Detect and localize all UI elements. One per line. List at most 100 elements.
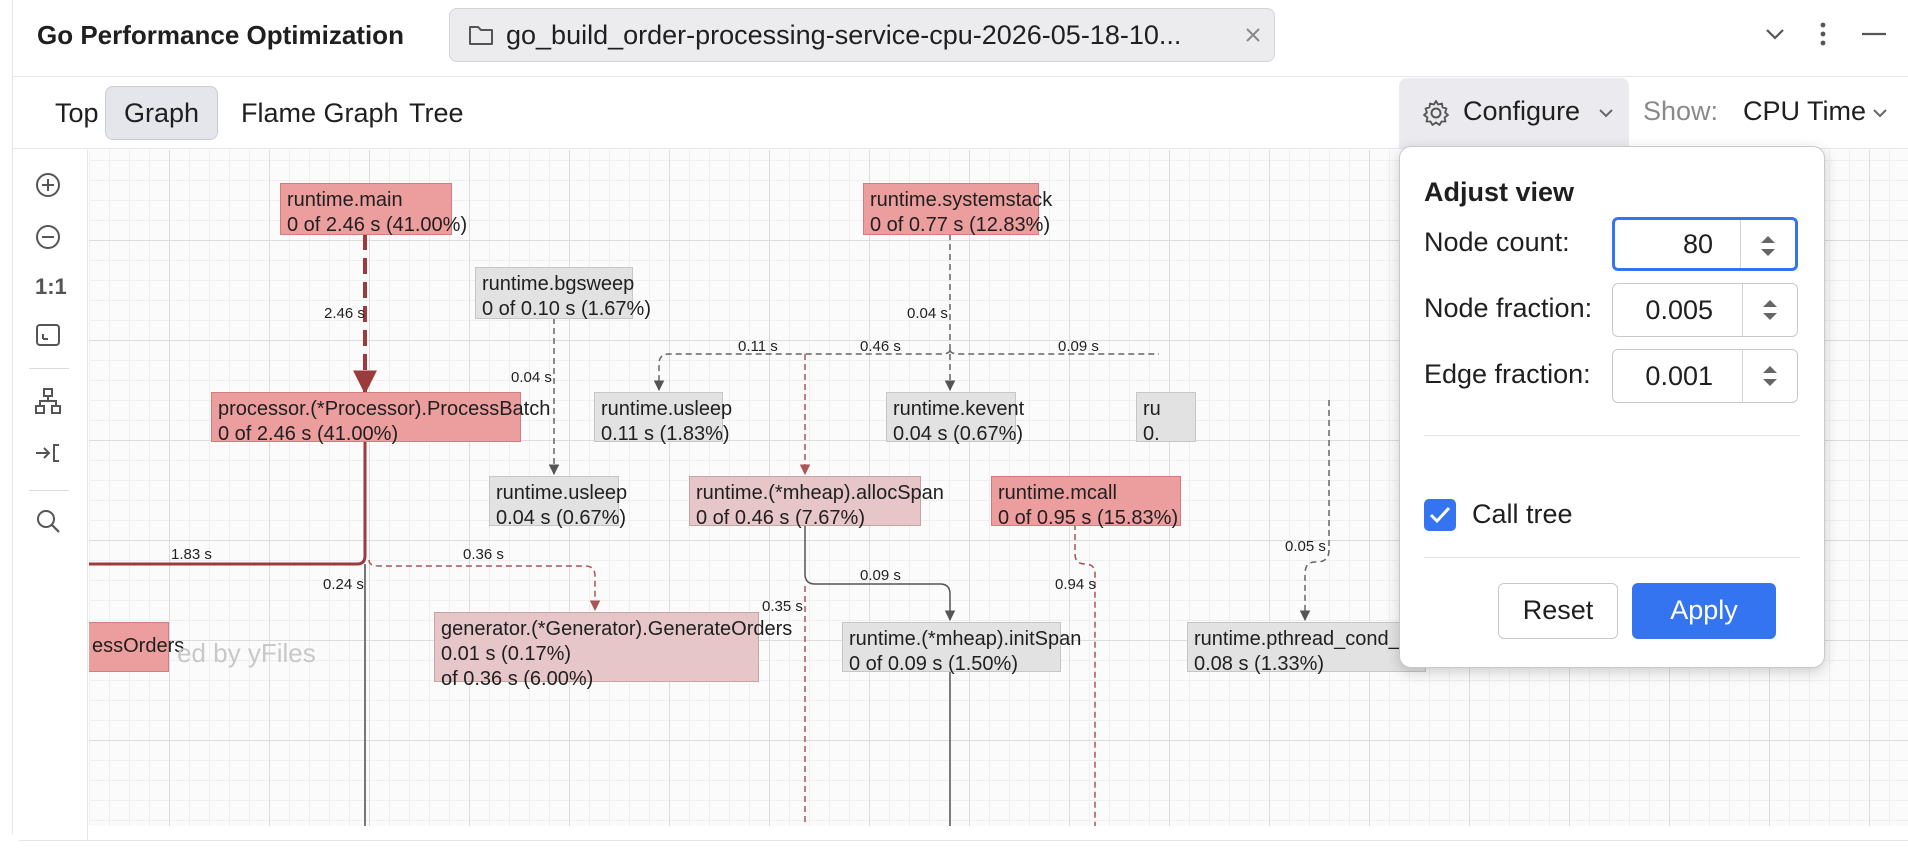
graph-node[interactable]: runtime.(*mheap).initSpan 0 of 0.09 s (1… bbox=[842, 622, 1082, 675]
node-stats: 0 of 0.77 s (12.83%) bbox=[870, 214, 1051, 236]
node-function-name: runtime.main bbox=[287, 189, 403, 211]
node-stats: 0.08 s (1.33%) bbox=[1194, 653, 1325, 675]
stepper-arrows-icon[interactable] bbox=[1742, 350, 1797, 402]
node-stats: 0.11 s (1.83%) bbox=[601, 423, 730, 445]
node-stats: 0 of 2.46 s (41.00%) bbox=[287, 214, 468, 236]
close-tab-icon[interactable] bbox=[1242, 24, 1264, 51]
edge-label: 0.09 s bbox=[1058, 338, 1099, 355]
edge-systemstack-right bbox=[949, 349, 1159, 355]
node-function-name: runtime.bgsweep bbox=[482, 273, 635, 295]
popup-divider bbox=[1424, 557, 1800, 558]
zoom-in-icon[interactable] bbox=[33, 170, 63, 205]
configure-button[interactable]: Configure bbox=[1399, 78, 1629, 148]
app-title: Go Performance Optimization bbox=[37, 20, 404, 50]
edge-processbatch-processorders bbox=[89, 440, 367, 566]
more-options-icon[interactable] bbox=[1809, 20, 1837, 53]
edge-label: 0.09 s bbox=[860, 567, 901, 584]
node-stats: 0. bbox=[1143, 423, 1160, 445]
edge-allocspan-initspan bbox=[804, 524, 956, 622]
toolbar-divider bbox=[29, 368, 69, 369]
edge-systemstack-usleep bbox=[653, 349, 951, 392]
tab-tree[interactable]: Tree bbox=[409, 98, 464, 128]
edge-label: 0.36 s bbox=[463, 546, 504, 563]
yfiles-watermark: ed by yFiles bbox=[177, 638, 316, 668]
node-function-name: runtime.pthread_cond_signal bbox=[1194, 628, 1452, 650]
reset-button[interactable]: Reset bbox=[1498, 583, 1618, 639]
search-icon[interactable] bbox=[33, 506, 63, 541]
chevron-down-icon[interactable] bbox=[1761, 20, 1789, 53]
folder-icon bbox=[468, 23, 494, 52]
node-count-input[interactable]: 80 bbox=[1682, 229, 1713, 259]
edge-label: 0.46 s bbox=[860, 338, 901, 355]
view-toolbar: Top Graph Flame Graph Tree Configure Sho… bbox=[13, 76, 1908, 149]
profile-file-tab[interactable]: go_build_order-processing-service-cpu-20… bbox=[449, 8, 1275, 62]
edge-label: 0.04 s bbox=[511, 369, 552, 386]
graph-node[interactable]: runtime.kevent 0.04 s (0.67%) bbox=[886, 392, 1025, 445]
node-function-name: essOrders bbox=[92, 635, 185, 657]
graph-node[interactable]: runtime.systemstack 0 of 0.77 s (12.83%) bbox=[863, 183, 1053, 236]
graph-node[interactable]: essOrders bbox=[89, 622, 185, 672]
zoom-out-icon[interactable] bbox=[33, 222, 63, 257]
graph-node[interactable]: ru 0. bbox=[1136, 392, 1196, 445]
node-function-name: runtime.mcall bbox=[998, 482, 1117, 504]
node-fraction-spinner[interactable]: 0.005 bbox=[1612, 283, 1798, 337]
navigate-to-source-icon[interactable] bbox=[33, 438, 63, 473]
apply-button[interactable]: Apply bbox=[1632, 583, 1776, 639]
hierarchy-layout-icon[interactable] bbox=[33, 386, 63, 421]
edge-label: 2.46 s bbox=[324, 305, 365, 322]
node-function-name: generator.(*Generator).GenerateOrders bbox=[441, 618, 793, 640]
graph-node[interactable]: processor.(*Processor).ProcessBatch 0 of… bbox=[211, 392, 550, 445]
show-metric-dropdown[interactable]: CPU Time bbox=[1743, 96, 1867, 126]
fit-content-icon[interactable] bbox=[33, 320, 63, 355]
edge-fraction-input[interactable]: 0.001 bbox=[1645, 361, 1713, 391]
call-tree-checkbox[interactable] bbox=[1424, 499, 1456, 531]
edge-label: 0.04 s bbox=[907, 305, 948, 322]
chevron-down-icon[interactable] bbox=[1871, 106, 1889, 125]
node-count-spinner[interactable]: 80 bbox=[1612, 217, 1798, 271]
title-bar: Go Performance Optimization go_build_ord… bbox=[13, 0, 1908, 77]
node-fraction-input[interactable]: 0.005 bbox=[1645, 295, 1713, 325]
stepper-arrows-icon[interactable] bbox=[1740, 220, 1795, 268]
configure-label: Configure bbox=[1463, 96, 1581, 126]
tab-flame-graph[interactable]: Flame Graph bbox=[241, 98, 399, 128]
edge-processbatch-generateorders bbox=[368, 559, 601, 612]
show-label: Show: bbox=[1643, 96, 1719, 126]
graph-node[interactable]: runtime.usleep 0.11 s (1.83%) bbox=[594, 392, 733, 445]
graph-tools-sidebar: 1:1 bbox=[13, 150, 88, 840]
node-stats: 0 of 0.09 s (1.50%) bbox=[849, 653, 1018, 675]
node-function-name: runtime.kevent bbox=[893, 398, 1025, 420]
node-function-name: runtime.systemstack bbox=[870, 189, 1053, 211]
node-count-label: Node count: bbox=[1424, 227, 1570, 257]
popup-divider bbox=[1424, 435, 1800, 436]
graph-node[interactable]: runtime.bgsweep 0 of 0.10 s (1.67%) bbox=[475, 267, 651, 320]
node-function-name: runtime.(*mheap).allocSpan bbox=[696, 482, 944, 504]
node-function-name: runtime.(*mheap).initSpan bbox=[849, 628, 1082, 650]
profile-file-name: go_build_order-processing-service-cpu-20… bbox=[506, 20, 1182, 50]
node-stats: 0.01 s (0.17%) bbox=[441, 643, 572, 665]
call-graph-edges bbox=[89, 234, 1330, 826]
graph-node[interactable]: runtime.usleep 0.04 s (0.67%) bbox=[489, 476, 627, 529]
stepper-arrows-icon[interactable] bbox=[1742, 284, 1797, 336]
chevron-down-icon bbox=[1597, 106, 1615, 125]
graph-node[interactable]: generator.(*Generator).GenerateOrders 0.… bbox=[434, 612, 793, 690]
tab-graph[interactable]: Graph bbox=[105, 86, 219, 140]
node-stats: 0 of 0.95 s (15.83%) bbox=[998, 507, 1179, 529]
edge-fraction-label: Edge fraction: bbox=[1424, 359, 1591, 389]
edge-label: 0.35 s bbox=[762, 598, 803, 615]
actual-size-button[interactable]: 1:1 bbox=[35, 274, 67, 299]
minimize-icon[interactable] bbox=[1859, 20, 1889, 53]
toolbar-divider bbox=[29, 490, 69, 491]
edge-fraction-spinner[interactable]: 0.001 bbox=[1612, 349, 1798, 403]
popup-title: Adjust view bbox=[1424, 177, 1575, 207]
graph-node[interactable]: runtime.mcall 0 of 0.95 s (15.83%) bbox=[991, 476, 1181, 529]
node-function-name: ru bbox=[1143, 398, 1161, 420]
graph-node[interactable]: runtime.pthread_cond_signal 0.08 s (1.33… bbox=[1187, 622, 1452, 675]
node-stats-cumulative: of 0.36 s (6.00%) bbox=[441, 668, 594, 690]
graph-node[interactable]: runtime.main 0 of 2.46 s (41.00%) bbox=[280, 183, 468, 236]
node-stats: 0 of 0.46 s (7.67%) bbox=[696, 507, 865, 529]
call-tree-label: Call tree bbox=[1472, 499, 1573, 529]
edge-label: 1.83 s bbox=[171, 546, 212, 563]
node-function-name: runtime.usleep bbox=[601, 398, 733, 420]
graph-node[interactable]: runtime.(*mheap).allocSpan 0 of 0.46 s (… bbox=[689, 476, 944, 529]
tab-top[interactable]: Top bbox=[55, 98, 99, 128]
